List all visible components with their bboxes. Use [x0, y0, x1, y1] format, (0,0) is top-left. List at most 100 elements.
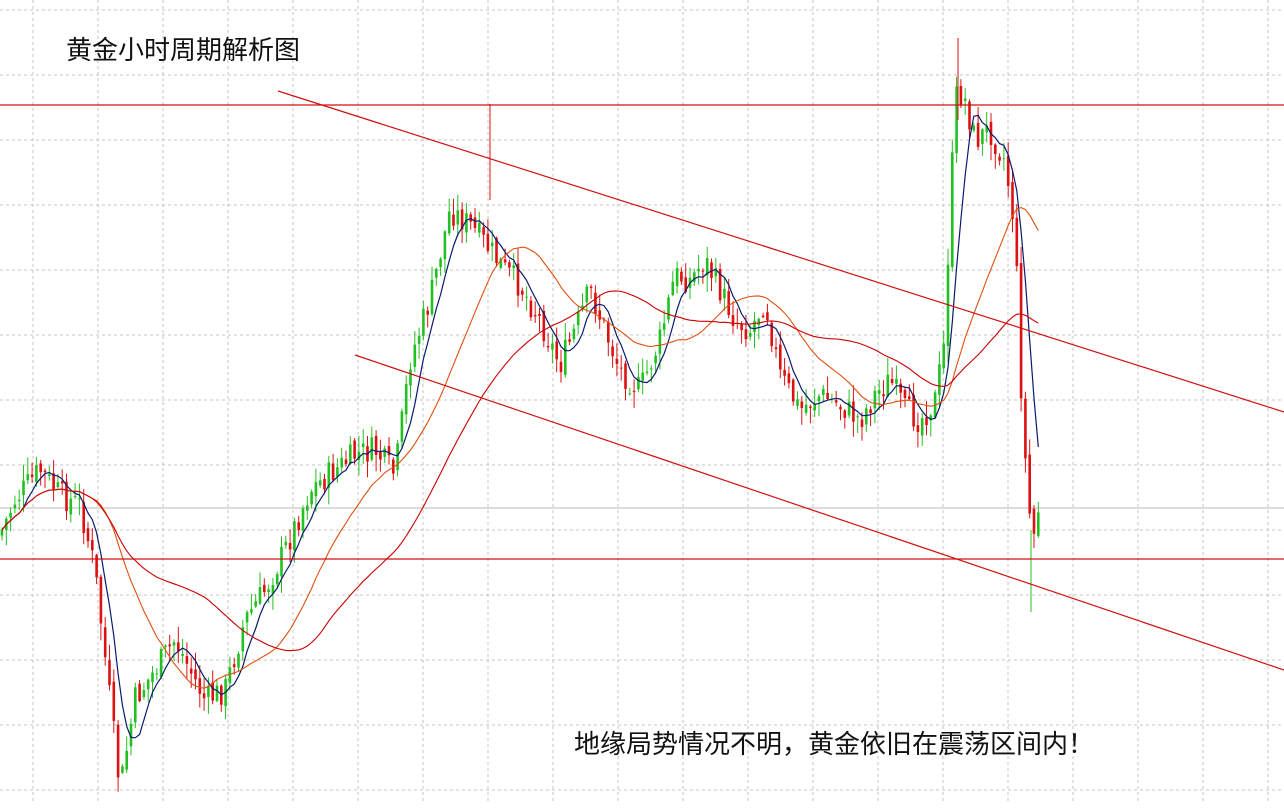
- candle-up: [413, 344, 417, 367]
- candle-down: [1028, 454, 1031, 514]
- candle-up: [817, 396, 821, 402]
- candle-up: [847, 401, 851, 416]
- candle-down: [112, 681, 116, 721]
- candle-down: [177, 642, 180, 652]
- candle-up: [17, 499, 21, 502]
- candle-down: [899, 383, 902, 393]
- candle-up: [654, 355, 657, 364]
- candle-down: [852, 401, 855, 422]
- candle-up: [129, 723, 133, 747]
- candle-down: [766, 312, 769, 321]
- candle-up: [929, 415, 933, 421]
- candle-up: [78, 498, 81, 500]
- candle-up: [456, 210, 460, 225]
- candle-up: [327, 462, 331, 488]
- candle-down: [839, 406, 842, 410]
- candle-up: [671, 281, 675, 296]
- candles-layer: [0, 38, 1040, 792]
- candle-down: [1015, 217, 1019, 267]
- candle-up: [822, 388, 825, 395]
- candle-down: [598, 310, 601, 320]
- candle-down: [198, 678, 202, 694]
- candle-up: [757, 318, 761, 325]
- candle-up: [439, 258, 442, 267]
- candle-up: [723, 288, 726, 299]
- candle-up: [963, 98, 967, 101]
- candle-down: [108, 660, 111, 686]
- candle-down: [529, 300, 533, 318]
- candle-up: [155, 673, 159, 675]
- ma-fast-line: [1, 114, 1039, 739]
- candle-down: [353, 440, 356, 459]
- candle-up: [267, 589, 270, 592]
- candle-down: [791, 379, 795, 402]
- candle-up: [551, 343, 554, 350]
- candle-down: [60, 481, 64, 484]
- candle-up: [753, 320, 756, 333]
- candle-down: [521, 290, 524, 295]
- candle-up: [955, 86, 958, 154]
- candle-down: [826, 392, 829, 400]
- candle-down: [86, 528, 90, 542]
- candle-down: [800, 401, 804, 408]
- candle-down: [890, 379, 894, 384]
- candle-up: [370, 437, 374, 460]
- candle-up: [430, 279, 434, 315]
- ma-slow-line: [1, 207, 1039, 689]
- candle-up: [628, 393, 632, 395]
- candle-up: [645, 371, 649, 373]
- candle-down: [632, 390, 636, 393]
- candle-up: [349, 444, 352, 464]
- candle-up: [318, 480, 322, 486]
- candle-down: [189, 668, 193, 674]
- candle-up: [181, 654, 184, 656]
- candle-down: [473, 217, 477, 228]
- candle-up: [564, 339, 567, 375]
- candle-down: [568, 339, 571, 342]
- candle-up: [637, 377, 640, 390]
- candle-up: [667, 297, 670, 320]
- candle-down: [91, 540, 94, 551]
- candle-up: [310, 491, 313, 505]
- candle-up: [585, 286, 589, 303]
- candle-up: [56, 482, 60, 488]
- candle-up: [942, 343, 945, 369]
- candle-down: [460, 209, 464, 230]
- candle-up: [340, 457, 343, 468]
- candle-down: [43, 470, 47, 473]
- candle-down: [503, 259, 507, 263]
- candle-up: [714, 268, 718, 277]
- candle-up: [69, 498, 73, 515]
- candle-down: [1019, 263, 1023, 399]
- candle-up: [796, 399, 799, 406]
- candle-down: [619, 367, 623, 369]
- candle-up: [813, 404, 816, 411]
- candle-up: [0, 530, 4, 536]
- candle-up: [985, 125, 988, 133]
- candle-up: [396, 443, 399, 471]
- candle-down: [976, 123, 980, 147]
- candle-up: [215, 685, 219, 701]
- candle-down: [1032, 508, 1036, 534]
- candle-up: [314, 481, 318, 497]
- candle-down: [387, 446, 391, 456]
- candle-down: [860, 419, 864, 427]
- candle-down: [774, 347, 778, 350]
- candle-down: [925, 417, 928, 426]
- candle-down: [916, 425, 920, 432]
- candle-down: [809, 406, 812, 408]
- candle-down: [482, 227, 485, 235]
- candle-down: [701, 270, 705, 272]
- candle-up: [748, 333, 752, 337]
- candle-up: [1037, 512, 1040, 536]
- candle-up: [525, 296, 528, 298]
- candle-up: [306, 505, 309, 511]
- candle-up: [35, 465, 38, 483]
- candle-down: [344, 459, 348, 465]
- candle-down: [594, 292, 597, 314]
- candle-up: [250, 609, 253, 613]
- candle-up: [1002, 158, 1006, 160]
- candle-down: [185, 656, 189, 664]
